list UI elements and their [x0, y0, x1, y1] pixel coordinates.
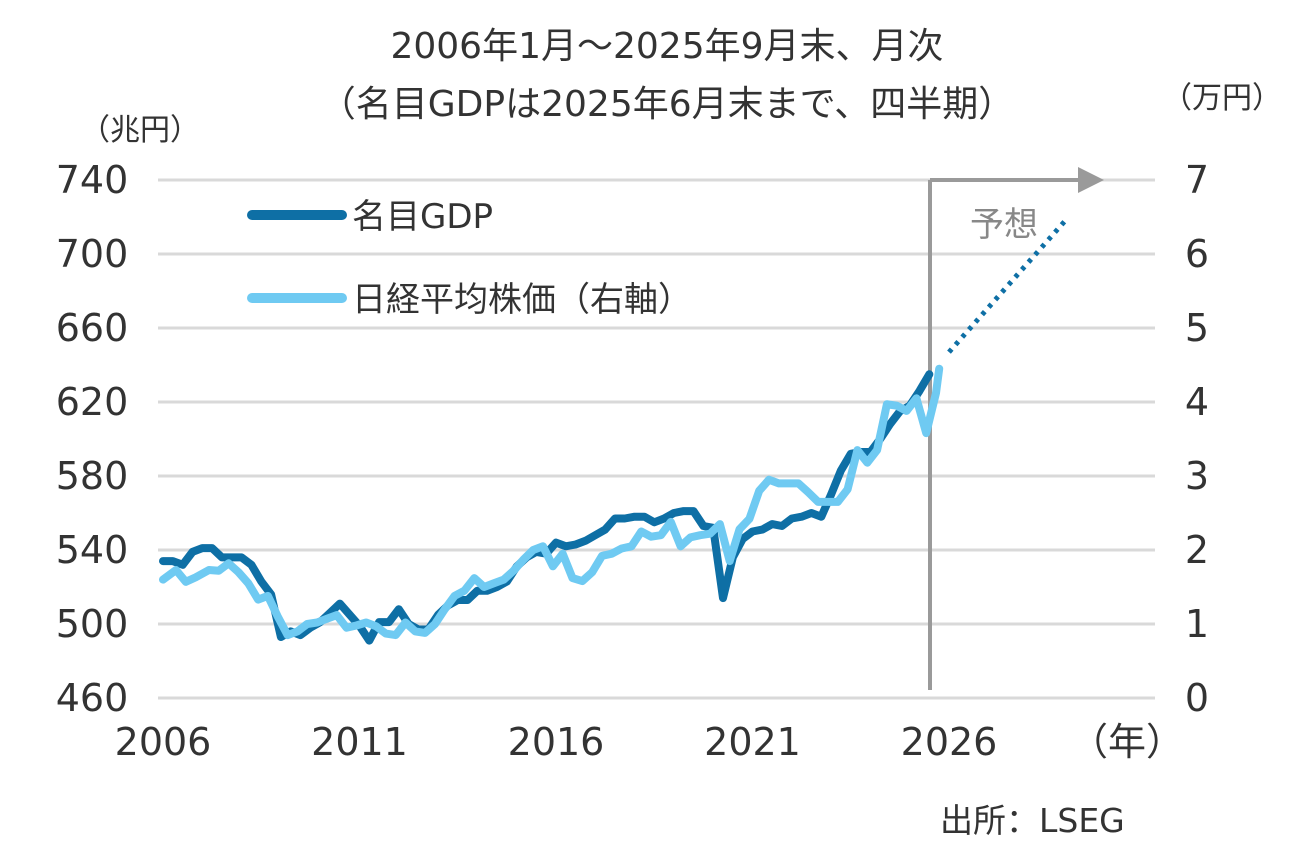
left-axis-tick-label: 460	[56, 676, 129, 720]
chart-subtitle: （名目GDPは2025年6月末まで、四半期）	[320, 84, 1014, 125]
legend: 名目GDP 日経平均株価（右軸）	[247, 197, 692, 320]
forecast-marker: 予想	[928, 167, 1104, 690]
left-axis-tick-label: 580	[56, 454, 129, 498]
right-axis-tick-label: 5	[1185, 306, 1209, 350]
left-axis-tick-label: 500	[56, 602, 129, 646]
legend-label-gdp: 名目GDP	[352, 197, 493, 237]
x-axis-tick-label: 2016	[508, 720, 605, 764]
forecast-arrow-head	[1078, 167, 1104, 193]
right-axis-tick-label: 1	[1185, 602, 1209, 646]
right-axis-tick-label: 7	[1185, 158, 1209, 202]
left-axis-tick-label: 660	[56, 306, 129, 350]
series-line-nikkei	[159, 364, 944, 640]
forecast-label: 予想	[970, 205, 1038, 245]
left-axis-ticks: 740 700 660 620 580 540 500 460	[56, 158, 129, 720]
x-axis-tick-label: 2011	[311, 720, 408, 764]
right-axis-tick-label: 0	[1185, 676, 1209, 720]
right-axis-unit-label: （万円）	[1162, 81, 1282, 116]
legend-label-nikkei: 日経平均株価（右軸）	[352, 280, 692, 320]
source-note: 出所：LSEG	[940, 801, 1125, 840]
series-line-gdp	[159, 370, 934, 645]
x-axis-ticks: 2006 2011 2016 2021 2026	[115, 720, 998, 764]
x-axis-tick-label: 2006	[115, 720, 212, 764]
left-axis-tick-label: 700	[56, 232, 129, 276]
right-axis-ticks: 7 6 5 4 3 2 1 0	[1185, 158, 1209, 720]
left-axis-unit-label: （兆円）	[80, 113, 200, 148]
x-axis-unit-label: （年）	[1070, 720, 1184, 764]
right-axis-tick-label: 4	[1185, 380, 1209, 424]
right-axis-tick-label: 6	[1185, 232, 1209, 276]
left-axis-tick-label: 620	[56, 380, 129, 424]
right-axis-tick-label: 3	[1185, 454, 1209, 498]
x-axis-tick-label: 2021	[704, 720, 801, 764]
left-axis-tick-label: 740	[56, 158, 129, 202]
left-axis-tick-label: 540	[56, 528, 129, 572]
chart-title: 2006年1月～2025年9月末、月次	[390, 26, 943, 67]
right-axis-tick-label: 2	[1185, 528, 1209, 572]
x-axis-tick-label: 2026	[901, 720, 998, 764]
